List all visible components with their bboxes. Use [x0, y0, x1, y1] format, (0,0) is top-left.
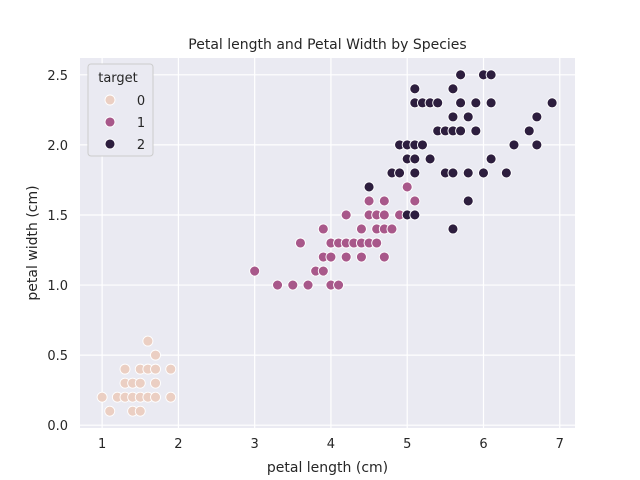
legend-marker — [104, 94, 116, 106]
legend-label: 2 — [137, 138, 145, 153]
data-point — [485, 69, 497, 81]
data-point — [462, 167, 474, 179]
data-point — [104, 405, 116, 417]
chart-title: Petal length and Petal Width by Species — [188, 37, 466, 53]
data-point — [294, 237, 306, 249]
x-tick-label: 6 — [479, 437, 487, 452]
data-point — [119, 363, 131, 375]
data-point — [447, 223, 459, 235]
x-tick-label: 5 — [403, 437, 411, 452]
data-point — [432, 97, 444, 109]
data-point — [150, 391, 161, 403]
y-tick-label: 2.0 — [47, 139, 68, 154]
data-point — [409, 153, 421, 165]
y-tick-label: 0.5 — [47, 349, 68, 364]
data-point — [272, 279, 283, 291]
data-point — [546, 97, 558, 109]
x-tick-labels: 1 2 3 4 5 6 7 — [98, 437, 564, 452]
y-axis-label: petal width (cm) — [25, 185, 41, 300]
data-point — [150, 349, 161, 361]
data-point — [470, 125, 482, 137]
x-tick-label: 3 — [251, 437, 259, 452]
data-point — [462, 111, 474, 123]
data-point — [150, 377, 161, 389]
y-tick-label: 1.0 — [47, 279, 68, 294]
data-point — [485, 97, 497, 109]
data-point — [325, 251, 337, 263]
data-point — [165, 391, 177, 403]
series-2 — [363, 69, 558, 235]
data-point — [409, 209, 421, 221]
data-point — [508, 139, 520, 151]
data-point — [165, 363, 177, 375]
data-point — [378, 209, 390, 221]
data-point — [531, 139, 543, 151]
y-tick-label: 0.0 — [47, 419, 68, 434]
data-point — [142, 335, 154, 347]
legend-marker — [104, 138, 116, 150]
legend-label: 0 — [137, 94, 145, 109]
data-point — [363, 195, 375, 207]
data-point — [340, 209, 352, 221]
data-point — [455, 69, 467, 81]
x-tick-label: 2 — [174, 437, 182, 452]
x-tick-label: 4 — [327, 437, 335, 452]
legend-marker — [104, 116, 116, 128]
x-tick-label: 7 — [556, 437, 564, 452]
data-point — [455, 125, 467, 137]
data-point — [317, 265, 329, 277]
data-point — [96, 391, 108, 403]
data-point — [134, 377, 146, 389]
x-tick-label: 1 — [98, 437, 106, 452]
data-point — [462, 195, 474, 207]
data-point — [500, 167, 512, 179]
data-point — [340, 251, 352, 263]
data-point — [447, 83, 459, 95]
legend-box — [87, 63, 154, 157]
data-point — [478, 167, 489, 179]
legend-label: 1 — [137, 116, 145, 131]
y-tick-label: 2.5 — [47, 69, 68, 84]
data-point — [333, 279, 345, 291]
data-point — [394, 167, 406, 179]
data-point — [447, 111, 459, 123]
legend-title: target — [98, 71, 138, 86]
data-point — [485, 153, 497, 165]
data-point — [455, 97, 467, 109]
data-point — [134, 405, 146, 417]
data-point — [302, 279, 314, 291]
legend: target 0 1 2 — [87, 63, 154, 157]
data-point — [317, 223, 329, 235]
data-point — [355, 251, 367, 263]
data-point — [386, 223, 398, 235]
data-point — [409, 167, 421, 179]
data-point — [523, 125, 535, 137]
data-point — [447, 167, 459, 179]
x-axis-label: petal length (cm) — [267, 460, 388, 476]
data-point — [424, 153, 436, 165]
y-tick-label: 1.5 — [47, 209, 68, 224]
data-point — [470, 97, 482, 109]
data-point — [355, 223, 367, 235]
data-point — [531, 111, 543, 123]
data-point — [287, 279, 299, 291]
series-0 — [96, 335, 177, 417]
data-point — [150, 363, 161, 375]
data-point — [363, 181, 375, 193]
data-point — [409, 83, 421, 95]
legend-items: 0 1 2 — [104, 94, 145, 153]
data-point — [401, 181, 413, 193]
data-point — [249, 265, 261, 277]
series-1 — [249, 181, 421, 291]
data-point — [378, 195, 390, 207]
data-point — [417, 139, 428, 151]
data-point — [409, 195, 421, 207]
data-point — [371, 237, 383, 249]
data-points — [96, 69, 558, 417]
data-point — [378, 251, 390, 263]
y-tick-labels: 0.0 0.5 1.0 1.5 2.0 2.5 — [47, 69, 68, 434]
